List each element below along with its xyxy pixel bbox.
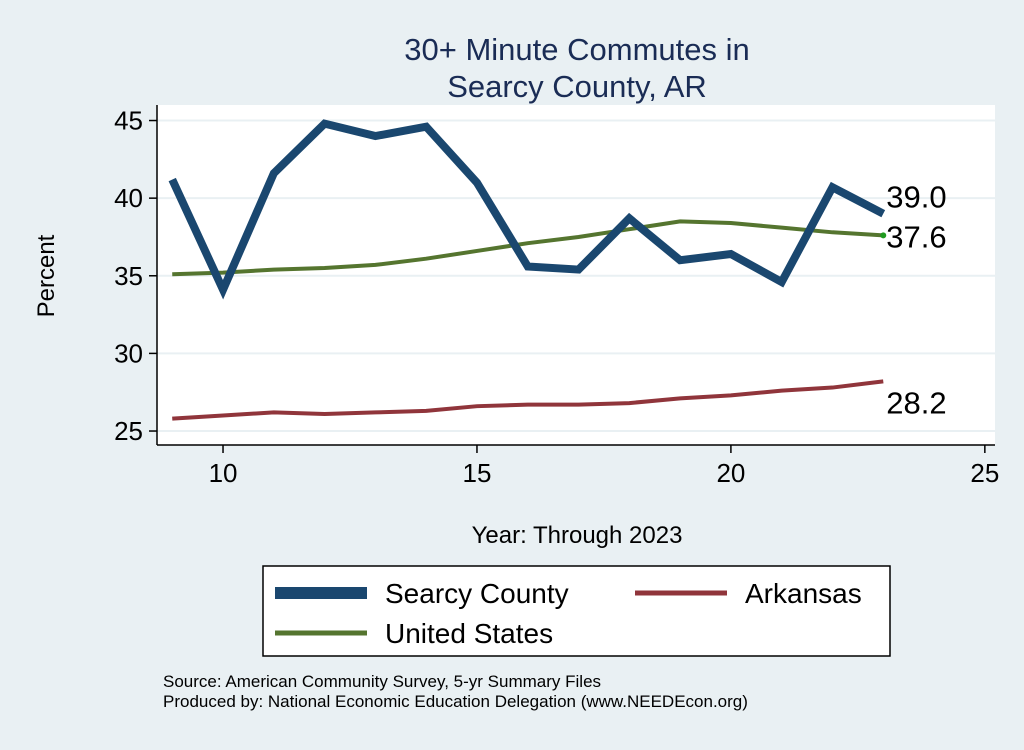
x-tick-label-20: 20 xyxy=(716,458,745,488)
x-tick-label-15: 15 xyxy=(463,458,492,488)
x-axis-label: Year: Through 2023 xyxy=(472,522,683,549)
series-lines xyxy=(168,119,887,421)
end-label-united-states: 37.6 xyxy=(886,219,946,254)
y-tick-label-40: 40 xyxy=(114,183,143,213)
end-label-searcy-county: 39.0 xyxy=(886,180,946,215)
legend-box xyxy=(262,565,891,657)
series-line-united-states xyxy=(172,219,884,277)
chart-title-line-2: Searcy County, AR xyxy=(447,69,707,104)
end-label-arkansas: 28.2 xyxy=(886,385,946,420)
x-tick-label-25: 25 xyxy=(970,458,999,488)
series-end-marker-united-states xyxy=(880,232,887,239)
end-labels: 39.0 28.2 37.6 xyxy=(886,180,946,421)
axes: 25 30 35 40 45 10 15 20 25 xyxy=(114,105,999,488)
produced-by-line: Produced by: National Economic Education… xyxy=(163,692,748,711)
x-tick-label-10: 10 xyxy=(209,458,238,488)
chart-title-line-1: 30+ Minute Commutes in xyxy=(404,32,749,67)
series-line-arkansas xyxy=(172,379,884,421)
y-tick-label-30: 30 xyxy=(114,338,143,368)
source-line: Source: American Community Survey, 5-yr … xyxy=(163,672,601,691)
y-tick-label-35: 35 xyxy=(114,261,143,291)
y-tick-label-45: 45 xyxy=(114,106,143,136)
legend: Searcy County Arkansas United States xyxy=(262,565,891,657)
legend-label-united-states: United States xyxy=(385,618,553,649)
y-tick-label-25: 25 xyxy=(114,416,143,446)
series-line-searcy-county xyxy=(168,119,886,300)
legend-label-arkansas: Arkansas xyxy=(745,578,862,609)
legend-label-searcy-county: Searcy County xyxy=(385,578,569,609)
y-axis-label: Percent xyxy=(33,234,60,317)
